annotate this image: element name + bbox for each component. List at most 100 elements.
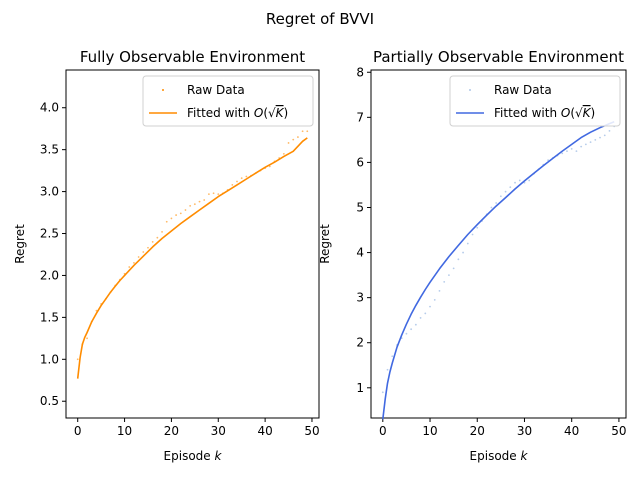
y-tick-label: 7 <box>356 110 364 124</box>
raw-data-point <box>584 143 587 146</box>
y-axis-title: Regret <box>13 224 27 264</box>
raw-data-point <box>287 142 290 144</box>
x-tick-label: 30 <box>211 424 226 438</box>
raw-data-point <box>499 195 502 198</box>
x-tick-label: 50 <box>611 424 626 438</box>
y-tick-label: 1.0 <box>40 352 59 366</box>
y-tick-label: 8 <box>356 65 364 79</box>
raw-data-point <box>212 192 215 195</box>
legend-label-fitted: Fitted with O(√K) <box>494 106 595 120</box>
raw-data-point <box>391 355 394 358</box>
raw-data-point <box>189 204 192 207</box>
raw-data-point <box>301 130 304 133</box>
y-tick-label: 5 <box>356 200 364 214</box>
x-tick-label: 0 <box>74 424 82 438</box>
raw-data-point <box>518 179 521 182</box>
y-tick-label: 2.5 <box>40 227 59 241</box>
raw-data-point <box>462 251 464 254</box>
raw-data-point <box>443 280 446 283</box>
raw-data-point <box>514 181 516 184</box>
y-tick-label: 6 <box>356 155 364 169</box>
legend-label-fitted: Fitted with O(√K) <box>187 106 288 120</box>
plot-area <box>370 69 627 419</box>
raw-data-point <box>414 323 417 326</box>
x-tick-label: 0 <box>379 424 387 438</box>
chart-panel-1: Fully Observable Environment 0 10 20 30 40 50 0… <box>13 48 320 463</box>
raw-data-point <box>429 305 431 308</box>
raw-data-point <box>570 147 573 150</box>
raw-data-point <box>245 175 248 178</box>
y-axis-title: Regret <box>318 224 332 264</box>
figure-suptitle: Regret of BVVI <box>266 10 374 28</box>
raw-data-point <box>292 138 295 141</box>
raw-data-point <box>156 236 159 239</box>
raw-data-point <box>170 217 173 220</box>
raw-data-point <box>133 261 135 264</box>
panel-title: Fully Observable Environment <box>80 48 305 66</box>
y-tick-label: 1 <box>356 381 364 395</box>
raw-data-point <box>165 220 168 223</box>
raw-data-point <box>410 328 413 331</box>
raw-data-point <box>504 190 507 193</box>
x-tick-label: 20 <box>164 424 179 438</box>
raw-data-point <box>490 206 493 209</box>
raw-data-point <box>419 317 422 319</box>
legend-label-raw: Raw Data <box>494 83 552 97</box>
raw-data-point <box>466 242 469 245</box>
raw-data-point <box>217 193 220 196</box>
raw-data-point <box>528 179 531 182</box>
raw-data-point <box>495 202 498 204</box>
raw-data-point <box>405 332 408 335</box>
raw-data-point <box>438 289 441 292</box>
raw-data-point <box>268 165 271 168</box>
raw-data-point <box>386 368 389 371</box>
y-tick-label: 3.5 <box>40 143 59 157</box>
raw-data-point <box>282 152 285 155</box>
legend-box <box>449 75 621 127</box>
raw-data-point <box>203 199 206 201</box>
panel-title: Partially Observable Environment <box>373 48 624 66</box>
raw-data-point <box>184 209 187 211</box>
raw-data-point <box>457 258 460 261</box>
raw-data-point <box>76 358 79 361</box>
chart-panel-2: Partially Observable Environment 0 10 20 30 4… <box>318 48 627 463</box>
x-axis-title: Episode k <box>164 449 223 463</box>
legend: Raw Data Fitted with O(√K) <box>449 75 621 127</box>
raw-data-point <box>240 177 243 180</box>
legend-marker-raw <box>162 89 164 91</box>
raw-data-point <box>589 141 592 144</box>
raw-data-point <box>179 212 182 215</box>
raw-data-point <box>297 136 299 138</box>
raw-data-point <box>193 203 196 206</box>
fitted-line <box>76 137 308 379</box>
y-tick-label: 0.5 <box>40 394 59 408</box>
y-tick-label: 2.0 <box>40 268 59 282</box>
y-tick-label: 3 <box>356 291 364 305</box>
fitted-line <box>382 121 615 420</box>
raw-data-point <box>207 193 210 196</box>
y-tick-label: 4 <box>356 246 364 260</box>
x-tick-label: 10 <box>117 424 132 438</box>
raw-data-point <box>151 241 154 243</box>
raw-data-point <box>236 180 238 183</box>
x-tick-label: 50 <box>304 424 319 438</box>
raw-data-point <box>231 183 234 186</box>
y-tick-label: 3.0 <box>40 185 59 199</box>
raw-data-point <box>448 274 450 277</box>
raw-data-point <box>147 246 149 249</box>
raw-data-point <box>561 152 564 155</box>
raw-data-point <box>198 200 201 203</box>
y-tick-label: 1.5 <box>40 310 59 324</box>
legend-label-raw: Raw Data <box>187 83 245 97</box>
raw-data-point <box>381 391 384 394</box>
raw-data-point <box>566 150 568 153</box>
x-tick-label: 40 <box>257 424 272 438</box>
raw-data-point <box>142 251 145 253</box>
x-tick-label: 30 <box>517 424 532 438</box>
raw-data-point <box>306 130 309 133</box>
raw-data-point <box>599 136 601 139</box>
y-tick-label: 2 <box>356 336 364 350</box>
raw-data-point <box>580 145 583 148</box>
